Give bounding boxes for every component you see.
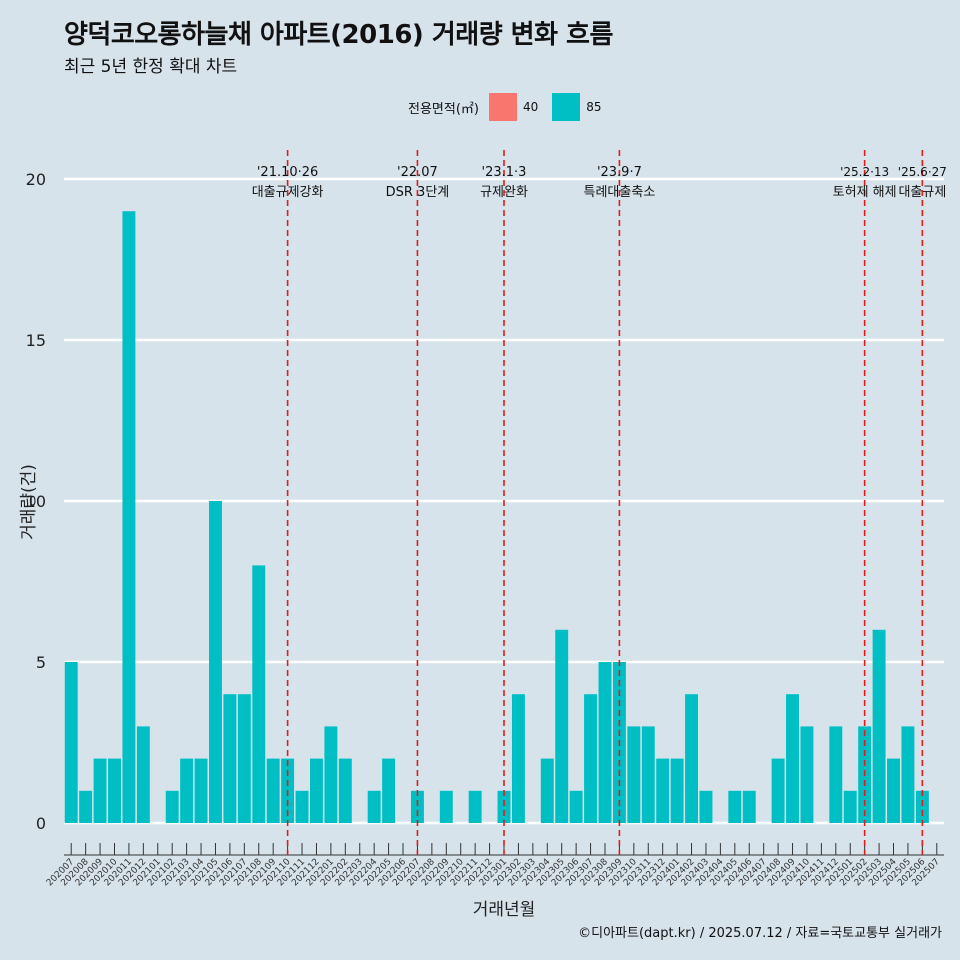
bar xyxy=(829,726,843,823)
bar xyxy=(843,790,857,823)
bar xyxy=(180,758,194,823)
y-tick-label: 15 xyxy=(26,331,46,350)
bar xyxy=(670,758,684,823)
chart-title: 양덕코오롱하늘채 아파트(2016) 거래량 변화 흐름 xyxy=(64,20,613,50)
bar xyxy=(598,662,612,823)
event-label: 규제완화 xyxy=(480,185,528,200)
bar xyxy=(901,726,915,823)
legend: 전용면적(㎡) 40 85 xyxy=(408,93,610,121)
bar xyxy=(771,758,785,823)
bar xyxy=(887,758,900,823)
bar xyxy=(728,790,742,823)
bar xyxy=(252,565,266,823)
bar xyxy=(410,790,424,823)
bar xyxy=(266,758,280,823)
bar xyxy=(194,758,208,823)
event-date: '23.9·7 xyxy=(597,165,642,180)
event-date: '25.2·13 xyxy=(840,165,889,179)
bar xyxy=(295,790,309,823)
bar xyxy=(569,790,583,823)
bar xyxy=(468,790,482,823)
bar xyxy=(685,694,699,823)
legend-swatch-40 xyxy=(488,93,517,121)
bar xyxy=(382,758,396,823)
bar xyxy=(555,629,569,823)
bar xyxy=(584,694,598,823)
bar xyxy=(367,790,381,823)
legend-title: 전용면적(㎡) xyxy=(408,101,479,117)
bar xyxy=(122,211,136,823)
bar xyxy=(338,758,352,823)
bar xyxy=(165,790,179,823)
bar xyxy=(540,758,554,823)
bar xyxy=(872,629,886,823)
bar xyxy=(223,694,237,823)
y-tick-label: 20 xyxy=(26,170,46,189)
y-axis-title: 거래량(건) xyxy=(19,464,39,540)
x-axis-title: 거래년월 xyxy=(473,900,536,920)
chart-caption: ©디아파트(dapt.kr) / 2025.07.12 / 자료=국토교통부 실… xyxy=(578,926,942,941)
bar xyxy=(309,758,323,823)
bar xyxy=(497,790,511,823)
bar xyxy=(324,726,338,823)
bar xyxy=(511,694,525,823)
bar xyxy=(800,726,814,823)
bar xyxy=(627,726,641,823)
bar xyxy=(439,790,453,823)
chart-subtitle: 최근 5년 한정 확대 차트 xyxy=(64,57,238,77)
event-date: '25.6·27 xyxy=(898,165,947,179)
bar xyxy=(641,726,655,823)
event-label: DSR 3단계 xyxy=(386,185,450,200)
bar xyxy=(209,501,222,823)
event-label: 대출규제강화 xyxy=(252,185,324,200)
event-label: 특례대출축소 xyxy=(584,185,656,200)
bar xyxy=(699,790,713,823)
event-date: '21.10·26 xyxy=(257,165,318,180)
bar xyxy=(237,694,251,823)
y-tick-label: 0 xyxy=(36,814,46,833)
bar xyxy=(136,726,150,823)
bar xyxy=(742,790,756,823)
event-date: '23.1·3 xyxy=(482,165,527,180)
bar xyxy=(786,694,799,823)
event-label: 토허제 해제 xyxy=(833,185,897,200)
y-tick-label: 5 xyxy=(36,653,46,672)
event-date: '22.07 xyxy=(397,165,438,180)
legend-swatch-85 xyxy=(552,93,581,121)
bar xyxy=(915,790,929,823)
bar xyxy=(79,790,93,823)
legend-label-40: 40 xyxy=(522,100,539,114)
y-tick-label: 10 xyxy=(26,492,46,511)
bar xyxy=(64,662,78,823)
bar xyxy=(93,758,107,823)
bar xyxy=(656,758,670,823)
event-label: 대출규제 xyxy=(898,185,946,200)
legend-label-85: 85 xyxy=(586,100,602,114)
bar xyxy=(108,758,121,823)
